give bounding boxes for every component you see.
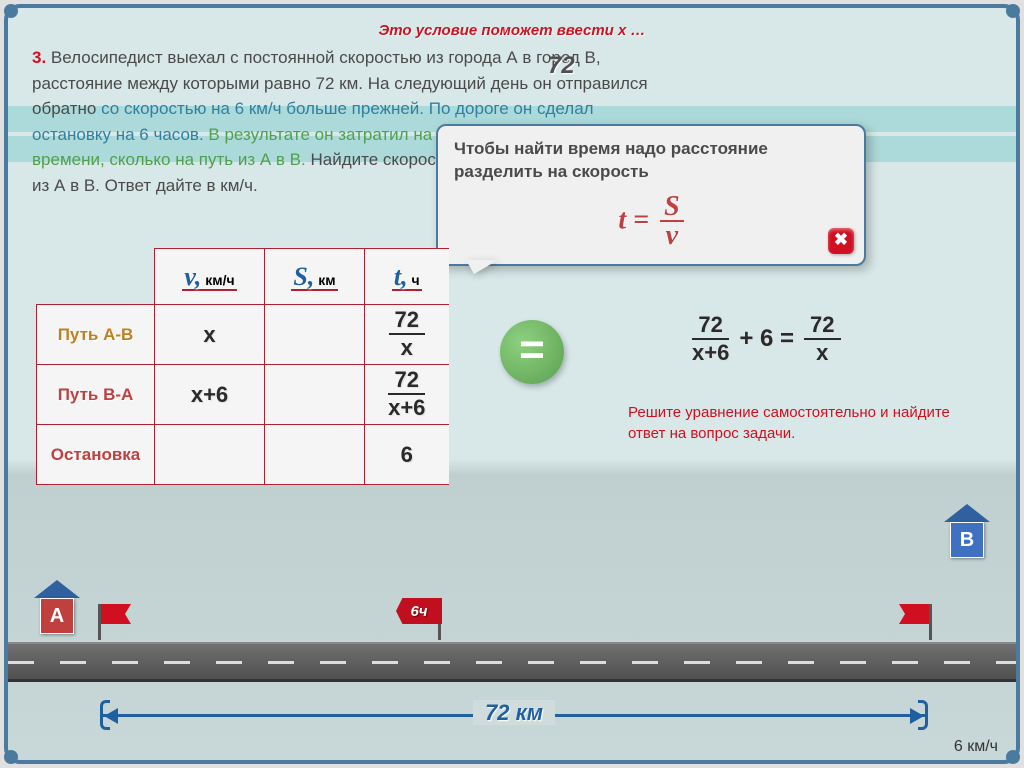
row-label-ab: Путь А-В — [37, 305, 155, 365]
col-header-s: S, км — [265, 249, 365, 305]
row-label-stop: Остановка — [37, 425, 155, 485]
value-72-badge: 72 — [548, 52, 575, 80]
flag-start-icon — [98, 604, 101, 640]
cell-stop-t: 6 — [365, 425, 449, 485]
flag-end-icon — [929, 604, 932, 640]
flag-stop-icon: 6ч — [438, 598, 441, 640]
house-a-icon: А — [34, 594, 80, 640]
hint-text: Это условие поможет ввести x … — [32, 22, 992, 39]
col-header-v: v, км/ч — [155, 249, 265, 305]
row-label-ba: Путь В-А — [37, 365, 155, 425]
cell-ba-v: x+6 — [155, 365, 265, 425]
data-table: v, км/ч S, км t, ч Путь А-В x 72x Путь В… — [36, 248, 449, 485]
speed-note: 6 км/ч — [954, 738, 998, 756]
formula-tooltip: Чтобы найти время надо расстояние раздел… — [436, 124, 866, 266]
col-header-t: t, ч — [365, 249, 449, 305]
distance-dimension: 72 км — [102, 702, 926, 732]
cell-ab-v: x — [155, 305, 265, 365]
equation: 72x+6 + 6 = 72x — [692, 314, 841, 364]
tooltip-formula: t = Sv — [454, 194, 848, 250]
road-graphic — [8, 642, 1016, 682]
cell-ab-t: 72x — [365, 305, 449, 365]
close-icon[interactable]: ✖ — [828, 228, 854, 254]
equals-badge: = — [500, 320, 564, 384]
house-b-icon: В — [944, 518, 990, 564]
cell-ba-t: 72x+6 — [365, 365, 449, 425]
solve-instruction: Решите уравнение самостоятельно и найдит… — [628, 402, 988, 444]
tooltip-text: Чтобы найти время надо расстояние раздел… — [454, 138, 848, 184]
